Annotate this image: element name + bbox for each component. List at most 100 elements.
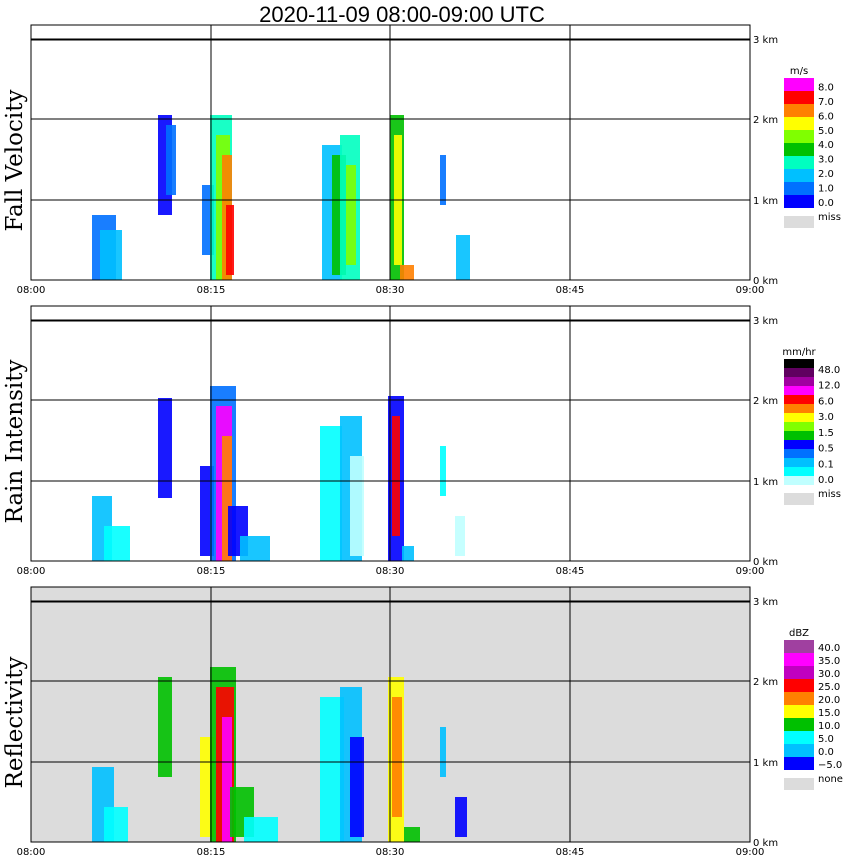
colorbar-miss-label: none	[818, 774, 843, 785]
colorbar-swatch	[784, 104, 814, 117]
x-tick-label: 08:00	[17, 285, 46, 296]
x-tick-label: 08:30	[376, 847, 405, 858]
colorbar-swatch	[784, 386, 814, 395]
rain-intensity-panel: 08:00 08:15 08:30 08:45 09:000 km 1 km 2 km 3 k…	[2, 305, 841, 577]
colorbar-label: 8.0	[818, 82, 834, 93]
y-tick-label: 0 km	[753, 557, 778, 568]
echo-patch	[346, 165, 356, 265]
colorbar-swatch	[784, 404, 814, 413]
colorbar-label: 0.0	[818, 198, 834, 209]
colorbar-label: −5.0	[818, 760, 842, 771]
echo-patch	[104, 807, 128, 842]
x-tick-label: 08:00	[17, 566, 46, 577]
colorbar-label: 0.0	[818, 475, 834, 486]
colorbar-swatch	[784, 640, 814, 653]
colorbar-swatch	[784, 91, 814, 104]
colorbar-label: 1.0	[818, 184, 834, 195]
x-tick-label: 09:00	[736, 847, 765, 858]
echo-patch	[244, 817, 278, 842]
echo-patch	[392, 697, 402, 817]
colorbar-swatch	[784, 467, 814, 476]
x-tick-label: 08:30	[376, 285, 405, 296]
colorbar-swatch	[784, 395, 814, 404]
colorbar-swatch	[784, 431, 814, 440]
colorbar-swatch	[784, 182, 814, 195]
echo-field	[92, 386, 465, 561]
colorbar-swatch	[784, 359, 814, 368]
echo-patch	[455, 516, 465, 556]
panel-label: Rain Intensity	[2, 359, 28, 523]
echo-patch	[104, 526, 130, 561]
fall-velocity-panel: 08:00 08:15 08:30 08:45 09:000 km 1 km 2 km 3 k…	[2, 24, 841, 296]
colorbar-swatch	[784, 458, 814, 467]
colorbar-miss-label: miss	[818, 212, 841, 223]
y-tick-label: 2 km	[753, 677, 778, 688]
x-tick-label: 08:15	[197, 285, 226, 296]
y-tick-label: 2 km	[753, 396, 778, 407]
colorbar-swatch	[784, 731, 814, 744]
colorbar-miss-swatch	[784, 778, 814, 790]
colorbar-swatch	[784, 744, 814, 757]
echo-patch	[350, 456, 364, 556]
echo-patch	[402, 546, 414, 561]
colorbar-label: 40.0	[818, 643, 840, 654]
colorbar-swatch	[784, 169, 814, 182]
colorbar-swatch	[784, 422, 814, 431]
y-tick-label: 1 km	[753, 196, 778, 207]
echo-patch	[158, 677, 172, 777]
colorbar-label: 30.0	[818, 669, 840, 680]
colorbar-label: 1.5	[818, 428, 834, 439]
echo-patch	[392, 416, 400, 536]
colorbar-label: 7.0	[818, 97, 834, 108]
echo-patch	[456, 235, 470, 280]
figure-title: 2020-11-09 08:00-09:00 UTC	[259, 2, 545, 27]
colorbar-unit: m/s	[790, 66, 808, 77]
colorbar-swatch	[784, 718, 814, 731]
y-tick-label: 1 km	[753, 477, 778, 488]
echo-patch	[320, 426, 342, 561]
colorbar-miss-swatch	[784, 493, 814, 505]
colorbar-label: 4.0	[818, 140, 834, 151]
plot-frame	[30, 24, 751, 281]
y-tick-label: 0 km	[753, 838, 778, 849]
colorbar-label: 25.0	[818, 682, 840, 693]
colorbar-label: 5.0	[818, 126, 834, 137]
echo-patch	[440, 446, 446, 496]
y-tick-label: 3 km	[753, 316, 778, 327]
echo-patch	[222, 717, 232, 842]
echo-patch	[222, 436, 232, 561]
colorbar-label: 3.0	[818, 155, 834, 166]
x-tick-label: 08:00	[17, 847, 46, 858]
colorbar-label: 0.0	[818, 747, 834, 758]
colorbar-label: 15.0	[818, 708, 840, 719]
colorbar-label: 48.0	[818, 365, 840, 376]
plot-frame	[30, 586, 751, 843]
colorbar-label: 12.0	[818, 381, 840, 392]
colorbar-swatch	[784, 156, 814, 169]
colorbar-miss-swatch	[784, 216, 814, 228]
plot-frame	[30, 305, 751, 562]
colorbar-swatch	[784, 757, 814, 770]
colorbar-swatch	[784, 130, 814, 143]
x-tick-label: 08:15	[197, 847, 226, 858]
colorbar-miss-label: miss	[818, 489, 841, 500]
colorbar-label: 0.5	[818, 444, 834, 455]
x-tick-label: 09:00	[736, 566, 765, 577]
colorbar-label: 0.1	[818, 459, 834, 470]
reflectivity-panel: 08:00 08:15 08:30 08:45 09:000 km 1 km 2 km 3 k…	[2, 586, 843, 858]
colorbar-swatch	[784, 78, 814, 91]
echo-patch	[404, 827, 420, 842]
colorbar-unit: dBZ	[789, 628, 809, 639]
colorbar-label: 35.0	[818, 656, 840, 667]
colorbar-label: 10.0	[818, 721, 840, 732]
echo-patch	[158, 398, 172, 498]
colorbar-swatch	[784, 476, 814, 485]
echo-patch	[455, 797, 467, 837]
colorbar-label: 5.0	[818, 734, 834, 745]
echo-patch	[440, 155, 446, 205]
x-tick-label: 08:45	[556, 566, 585, 577]
colorbar-swatch	[784, 705, 814, 718]
y-tick-label: 0 km	[753, 276, 778, 287]
colorbar-unit: mm/hr	[782, 347, 816, 358]
